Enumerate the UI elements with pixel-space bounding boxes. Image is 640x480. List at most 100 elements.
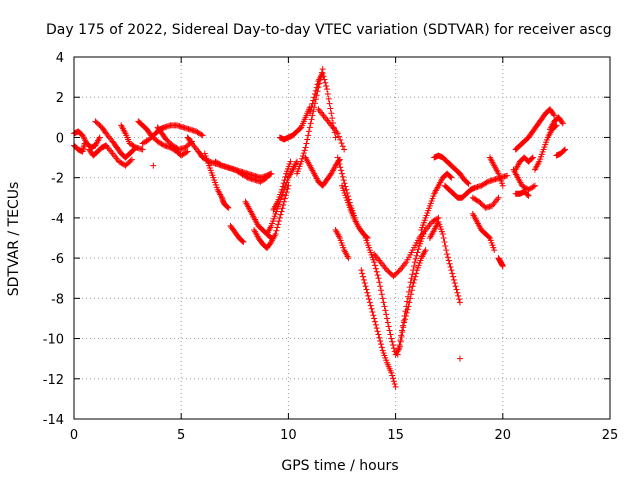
data-point bbox=[529, 154, 536, 161]
data-point bbox=[450, 276, 457, 283]
data-point bbox=[561, 146, 568, 153]
data-point bbox=[337, 164, 344, 171]
y-tick-label: -10 bbox=[43, 333, 64, 348]
data-point bbox=[558, 119, 565, 126]
data-point bbox=[455, 292, 462, 299]
data-point bbox=[442, 243, 449, 250]
data-point bbox=[338, 140, 345, 147]
data-point bbox=[374, 328, 381, 335]
data-point bbox=[311, 91, 318, 98]
data-point bbox=[491, 247, 498, 254]
data-point bbox=[366, 296, 373, 303]
data-point bbox=[336, 160, 343, 167]
data-point bbox=[314, 81, 321, 88]
data-point bbox=[561, 147, 568, 154]
data-point bbox=[409, 283, 416, 290]
data-point bbox=[401, 313, 408, 320]
data-point bbox=[363, 286, 370, 293]
data-point bbox=[386, 327, 393, 334]
data-point bbox=[403, 303, 410, 310]
data-track-track-p bbox=[251, 182, 292, 252]
data-point bbox=[448, 267, 455, 274]
data-point bbox=[204, 157, 211, 164]
data-point bbox=[410, 280, 417, 287]
data-point bbox=[446, 260, 453, 267]
data-point bbox=[302, 144, 309, 151]
tick-labels: 0 5 10 15 20 25 -14 -12 -10 -8 -6 -4 -2 0 2 4 bbox=[43, 51, 619, 443]
data-point bbox=[274, 224, 281, 231]
data-point bbox=[439, 230, 446, 237]
data-point bbox=[276, 214, 283, 221]
data-point bbox=[150, 162, 157, 169]
data-point bbox=[405, 288, 412, 295]
y-tick-label: 2 bbox=[56, 91, 64, 106]
data-point bbox=[279, 205, 286, 212]
data-point bbox=[392, 383, 399, 390]
data-track-track-z bbox=[332, 226, 352, 262]
data-point bbox=[323, 86, 330, 93]
data-point bbox=[408, 275, 415, 282]
data-point bbox=[376, 279, 383, 286]
data-point bbox=[387, 331, 394, 338]
data-point bbox=[341, 146, 348, 153]
data-track-track-m bbox=[212, 158, 270, 185]
y-tick-label: -6 bbox=[51, 252, 64, 267]
data-track-track-r bbox=[270, 158, 294, 213]
data-point bbox=[400, 317, 407, 324]
data-point bbox=[381, 303, 388, 310]
data-point bbox=[388, 369, 395, 376]
data-point bbox=[305, 128, 312, 135]
data-point bbox=[360, 273, 367, 280]
data-track-track-as bbox=[553, 146, 568, 159]
data-point bbox=[199, 132, 206, 139]
data-point bbox=[343, 186, 350, 193]
data-point bbox=[389, 372, 396, 379]
data-point bbox=[413, 270, 420, 277]
grid-lines bbox=[74, 57, 610, 419]
data-point bbox=[364, 289, 371, 296]
data-track-track-ad bbox=[394, 230, 427, 358]
data-point bbox=[225, 204, 232, 211]
data-point bbox=[281, 177, 288, 184]
data-point bbox=[335, 133, 342, 140]
data-point bbox=[328, 110, 335, 117]
data-point bbox=[379, 295, 386, 302]
data-point bbox=[285, 182, 292, 189]
data-point bbox=[365, 292, 372, 299]
data-point bbox=[456, 299, 463, 306]
data-point bbox=[390, 375, 397, 382]
data-point bbox=[444, 254, 451, 261]
data-point bbox=[273, 227, 280, 234]
data-point bbox=[483, 179, 490, 186]
data-point bbox=[450, 273, 457, 280]
axes bbox=[73, 56, 611, 420]
data-point bbox=[448, 174, 455, 181]
data-point bbox=[307, 107, 314, 114]
data-point bbox=[390, 378, 397, 385]
data-point bbox=[310, 108, 317, 115]
data-point bbox=[224, 204, 231, 211]
data-point bbox=[339, 173, 346, 180]
data-track-track-v bbox=[302, 154, 343, 189]
data-point bbox=[414, 249, 421, 256]
data-point bbox=[551, 112, 558, 119]
data-point bbox=[486, 234, 493, 241]
data-point bbox=[371, 259, 378, 266]
data-point bbox=[279, 183, 286, 190]
data-point bbox=[406, 284, 413, 291]
data-point bbox=[305, 132, 312, 139]
data-point bbox=[405, 293, 412, 300]
data-point bbox=[447, 173, 454, 180]
data-point bbox=[464, 179, 471, 186]
data-point bbox=[360, 276, 367, 283]
data-point bbox=[308, 103, 315, 110]
data-track-track-i bbox=[154, 124, 195, 153]
data-point bbox=[408, 287, 415, 294]
data-point bbox=[217, 161, 224, 168]
data-point bbox=[372, 265, 379, 272]
data-track-track-g bbox=[135, 118, 191, 159]
data-track-track-q bbox=[263, 158, 300, 237]
data-points bbox=[71, 66, 568, 390]
data-point bbox=[320, 73, 327, 80]
data-point bbox=[272, 230, 279, 237]
